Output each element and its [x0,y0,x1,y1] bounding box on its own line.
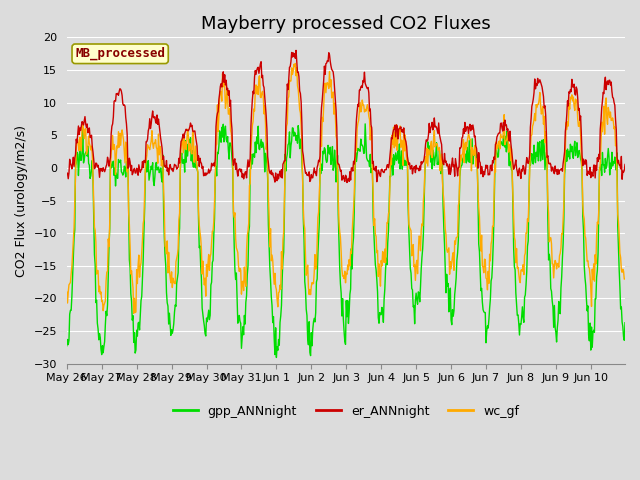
Y-axis label: CO2 Flux (urology/m2/s): CO2 Flux (urology/m2/s) [15,124,28,276]
Text: MB_processed: MB_processed [75,47,165,60]
Legend: gpp_ANNnight, er_ANNnight, wc_gf: gpp_ANNnight, er_ANNnight, wc_gf [168,400,524,423]
Title: Mayberry processed CO2 Fluxes: Mayberry processed CO2 Fluxes [201,15,491,33]
